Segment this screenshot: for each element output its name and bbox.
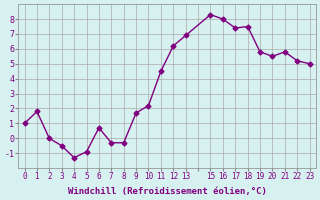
X-axis label: Windchill (Refroidissement éolien,°C): Windchill (Refroidissement éolien,°C) [68, 187, 267, 196]
